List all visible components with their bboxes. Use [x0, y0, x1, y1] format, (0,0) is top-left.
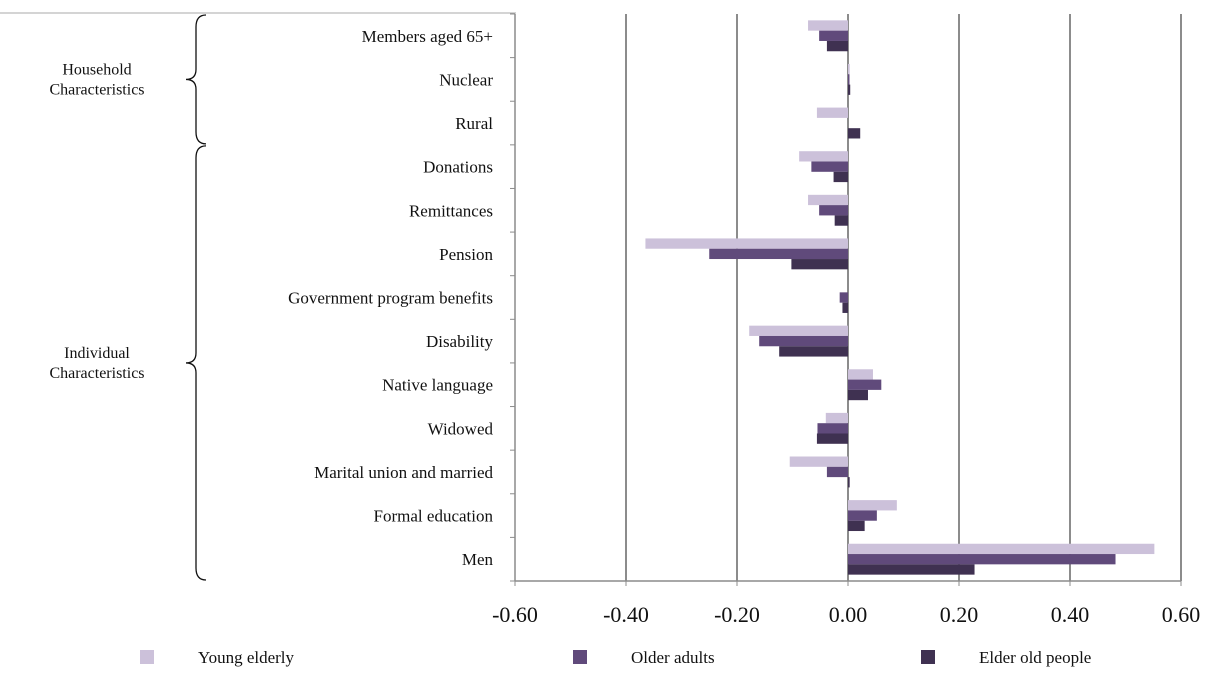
bar — [848, 510, 877, 521]
legend-label: Older adults — [631, 648, 715, 667]
category-label: Formal education — [374, 507, 494, 526]
bar — [848, 379, 882, 390]
bar — [645, 238, 848, 249]
category-label: Nuclear — [439, 70, 493, 89]
bar — [819, 205, 848, 216]
x-tick-label: -0.60 — [492, 602, 538, 627]
category-label: Members aged 65+ — [362, 27, 493, 46]
x-tick-label: 0.20 — [940, 602, 979, 627]
bar — [848, 554, 1116, 565]
x-tick-label: -0.40 — [603, 602, 649, 627]
bar — [848, 128, 861, 139]
bar — [839, 292, 848, 303]
bar — [848, 63, 850, 75]
bar — [826, 40, 848, 52]
bar — [848, 477, 850, 488]
bar — [808, 20, 848, 31]
category-label: Pension — [439, 245, 493, 264]
bar — [826, 466, 848, 478]
bar — [825, 412, 848, 424]
category-label: Widowed — [428, 419, 494, 438]
legend-swatch — [573, 650, 587, 664]
bar — [848, 500, 897, 511]
bar — [799, 151, 848, 162]
bar — [759, 335, 848, 347]
bar — [848, 543, 1155, 555]
x-tick-label: 0.00 — [829, 602, 868, 627]
bar — [848, 389, 868, 401]
group-brace — [185, 145, 207, 581]
category-label: Native language — [382, 376, 493, 395]
bar — [848, 369, 873, 380]
bar — [808, 194, 848, 206]
bar — [819, 30, 848, 41]
bar — [834, 215, 848, 226]
x-tick-label: -0.20 — [714, 602, 760, 627]
bar — [848, 520, 865, 532]
group-label: Individual — [64, 345, 130, 362]
bar — [789, 456, 848, 467]
category-label: Remittances — [409, 201, 493, 220]
group-label: Characteristics — [49, 365, 144, 382]
bar — [848, 84, 851, 95]
bar — [749, 325, 848, 336]
bar — [817, 423, 848, 434]
bar — [848, 74, 850, 85]
group-label: Characteristics — [49, 81, 144, 98]
bar — [811, 161, 848, 172]
category-label: Rural — [455, 114, 493, 133]
legend-label: Young elderly — [198, 648, 295, 667]
legend-swatch — [140, 650, 154, 664]
bar — [816, 433, 848, 444]
bar — [842, 302, 848, 313]
category-label: Men — [462, 550, 494, 569]
legend-label: Elder old people — [979, 648, 1091, 667]
x-tick-label: 0.40 — [1051, 602, 1090, 627]
x-tick-label: 0.60 — [1162, 602, 1201, 627]
bar — [816, 107, 848, 118]
group-label: Household — [62, 61, 131, 78]
bar — [779, 346, 848, 357]
category-label: Marital union and married — [314, 463, 493, 482]
bar — [791, 259, 848, 270]
legend-swatch — [921, 650, 935, 664]
category-label: Government program benefits — [288, 289, 493, 308]
bar — [833, 171, 848, 183]
category-label: Disability — [426, 332, 494, 351]
group-brace — [185, 14, 207, 145]
category-label: Donations — [423, 158, 493, 177]
bar — [709, 248, 848, 260]
bar — [848, 564, 975, 575]
